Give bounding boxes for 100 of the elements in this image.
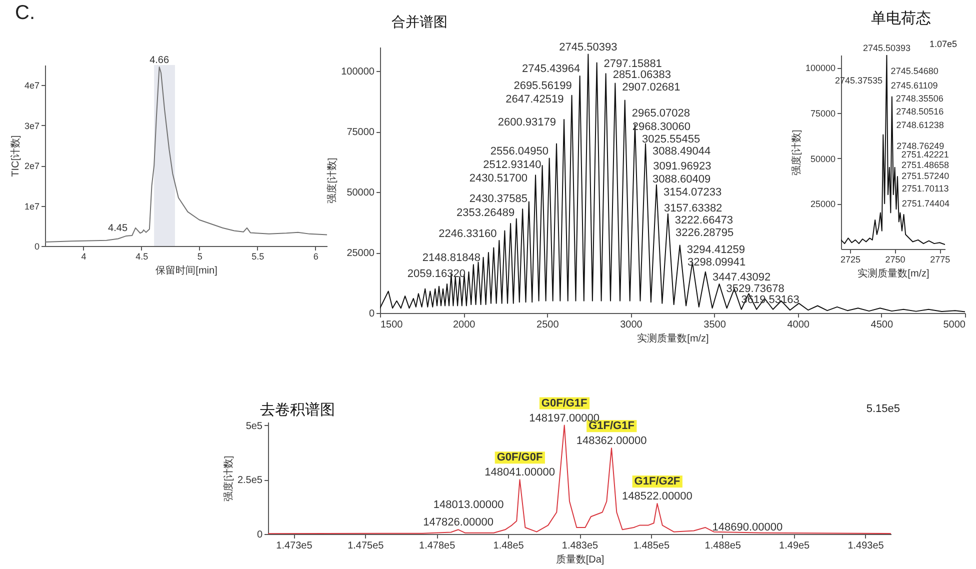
annotation: 148522.00000 [622,490,692,503]
annotation: 2556.04950 [490,146,549,158]
annotation: 2353.26489 [456,207,515,220]
annotation: 3529.73678 [726,283,784,296]
annotation: 2797.15881 [604,58,662,70]
x-tick-label: 1.49e5 [779,540,810,552]
text: 5.15e5 [866,403,900,415]
annotation: 3298.09941 [688,256,746,268]
x-tick-label: 5.5 [252,252,264,262]
x-tick-label: 2000 [452,320,476,330]
annotation: 2745.50393 [559,41,618,54]
x-axis-title: 质量数[Da] [556,554,604,566]
x-tick-label: 3500 [704,320,726,330]
annotation: 2059.16320 [407,268,466,280]
annotation: 3088.49044 [652,146,711,158]
y-axis-title: 强度[计数] [222,456,234,502]
y-axis-title: TIC[计数] [9,134,22,177]
y-tick-label: 2.5e5 [237,475,263,486]
annotation: 2148.81848 [422,252,480,264]
x-axis-title: 实测质量数[m/z] [637,332,710,344]
x-tick-label: 5000 [943,320,966,330]
annotation: 3157.63382 [664,202,722,214]
annotation: 2751.42221 [901,149,949,160]
annotation: 2430.51700 [469,172,528,185]
y-tick-label: 25000 [810,199,836,210]
annotation: 2246.33160 [438,228,497,240]
annotation: 2965.07028 [632,108,690,120]
x-axis-title: 保留时间[min] [156,264,218,276]
y-tick-label: 0 [256,530,263,540]
annotation: 2745.50393 [862,43,911,53]
annotation: 3226.28795 [676,227,734,240]
annotation: 2745.54680 [890,66,938,76]
annotation: 2745.61109 [890,80,938,90]
x-tick-label: 2750 [885,254,906,264]
y-tick-label: 75000 [346,127,375,138]
y-tick-label: 0 [368,308,375,320]
x-tick-label: 4000 [787,320,810,330]
line-series [45,66,327,242]
annotation: 2751.74404 [902,198,950,208]
y-tick-label: 5e5 [246,420,263,432]
y-tick-label: 75000 [810,108,836,119]
x-tick-label: 6 [313,252,318,262]
annotation: 3088.60409 [652,173,711,186]
x-axis-title: 实测质量数[m/z] [858,268,930,280]
x-tick-label: 4.5 [136,252,148,262]
annotation: 2851.06383 [612,68,671,81]
annotation: 2647.42519 [506,93,564,106]
annotation: 148362.00000 [576,435,647,448]
y-tick-label: 100000 [341,66,375,78]
y-tick-label: 2e7 [24,161,40,172]
annotation: 4.45 [108,222,128,234]
y-tick-label: 3e7 [24,120,40,131]
x-tick-label: 1.488e5 [704,540,742,552]
annotation: 148690.00000 [712,521,783,534]
x-tick-label: 1.483e5 [562,540,599,552]
x-tick-label: 4 [81,252,86,262]
annotation: 148041.00000 [484,466,555,479]
text: C. [15,2,35,24]
x-tick-label: 1.48e5 [493,540,524,552]
annotation: 2748.50516 [896,106,944,117]
annotation: 4.66 [150,55,170,66]
annotation: 1.07e5 [929,39,957,49]
x-tick-label: 1.478e5 [419,540,456,552]
x-tick-label: 2775 [930,254,950,264]
annotation: 3447.43092 [712,271,771,284]
y-tick-label: 0 [34,242,40,252]
x-tick-label: 1500 [380,320,404,330]
x-tick-label: 2500 [536,320,560,330]
annotation: 3025.55455 [642,133,700,146]
chart-title: 单电荷态 [871,10,931,27]
x-tick-label: 1.475e5 [348,540,384,552]
annotation: 3222.66473 [674,214,734,227]
y-axis-title: 强度[计数] [790,130,802,176]
y-tick-label: 100000 [805,63,836,74]
x-tick-label: 4500 [870,320,894,330]
annotation: 2751.70113 [902,184,949,194]
annotation: 2748.76249 [896,141,944,152]
annotation: 3154.07233 [663,186,722,199]
annotation: 2751.48658 [901,160,950,170]
x-tick-label: 1.485e5 [633,540,670,552]
chart-title: 合并谱图 [392,13,448,30]
annotation: 2512.93140 [483,159,542,172]
annotation: 3294.41259 [686,244,746,256]
y-tick-label: 4e7 [24,80,40,91]
annotation: 147826.00000 [423,516,494,529]
y-axis-title: 强度[计数] [326,158,338,204]
annotation: 2748.35506 [896,93,944,104]
annotation: 148013.00000 [433,499,504,512]
y-tick-label: 50000 [810,154,836,164]
y-tick-label: 1e7 [24,201,40,212]
annotation: 2600.93179 [498,116,556,128]
annotation: 3091.96923 [653,160,712,173]
x-tick-label: 1.473e5 [276,540,313,552]
chart-title: 去卷积谱图 [260,401,335,418]
annotation: 2751.57240 [902,170,950,181]
y-tick-label: 50000 [346,188,375,199]
x-tick-label: 5 [197,252,202,262]
annotation: 2745.43964 [522,62,580,75]
x-tick-label: 2725 [840,254,860,264]
y-tick-label: 25000 [346,248,375,260]
